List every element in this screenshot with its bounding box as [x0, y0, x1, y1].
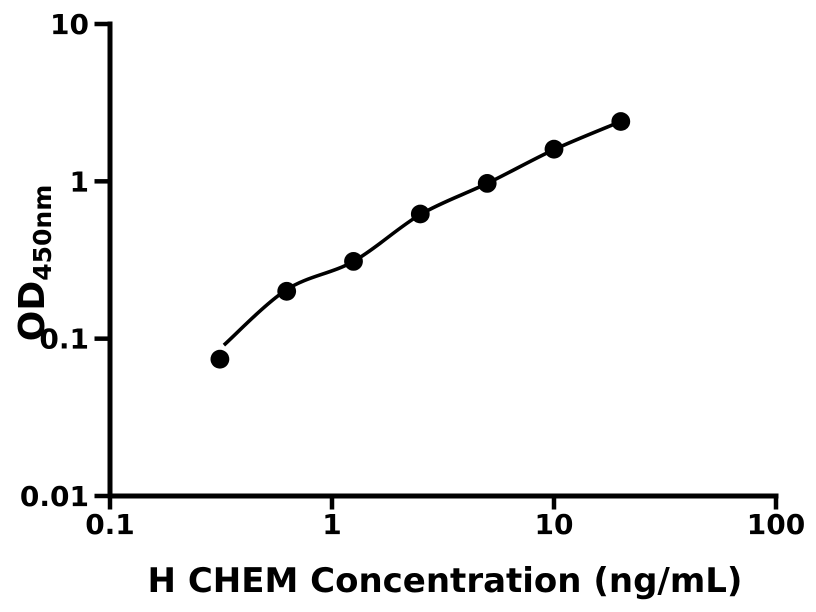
y-tick-label: 0.1 [39, 323, 89, 356]
data-points [210, 112, 631, 369]
y-axis-title-main: OD [12, 281, 53, 342]
x-axis-ticks [107, 498, 779, 510]
data-point [611, 112, 631, 131]
y-axis-tick-labels: 10 1 0.1 0.01 [20, 8, 89, 513]
data-point [344, 252, 363, 271]
y-tick-label: 1 [70, 165, 89, 198]
x-tick-label: 1 [322, 508, 341, 541]
data-point [544, 139, 564, 159]
axis-spine [107, 21, 779, 499]
svg-text:OD450nm: OD450nm [12, 185, 57, 342]
data-point [410, 204, 430, 224]
y-axis-ticks [94, 21, 108, 499]
data-point [210, 349, 230, 369]
y-tick-label: 10 [50, 8, 89, 41]
x-tick-label: 0.1 [85, 508, 135, 541]
x-axis-title: H CHEM Concentration (ng/mL) [148, 561, 743, 601]
y-tick-label: 0.01 [20, 480, 89, 513]
x-tick-label: 100 [747, 508, 805, 541]
x-tick-label: 10 [535, 508, 574, 541]
x-axis-tick-labels: 0.1 1 10 100 [85, 508, 805, 541]
y-axis-title: OD450nm [12, 185, 57, 342]
y-axis-title-subscript: 450nm [28, 185, 57, 281]
data-point [477, 174, 497, 193]
data-point [277, 281, 297, 301]
